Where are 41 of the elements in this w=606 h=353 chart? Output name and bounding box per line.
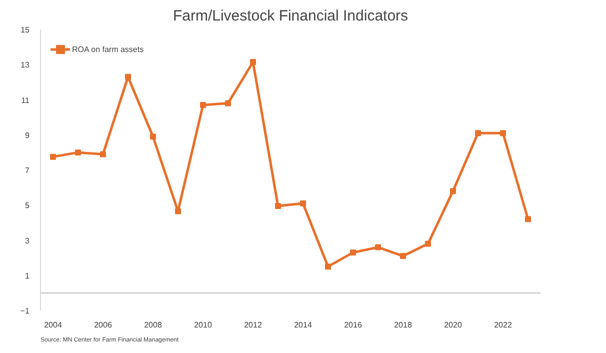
x-tick-label: 2012 [244, 320, 262, 330]
y-tick-label: 7 [25, 166, 30, 175]
y-tick-label: 13 [20, 60, 30, 70]
point [325, 264, 331, 270]
point [350, 250, 356, 256]
point [75, 149, 81, 156]
x-tick-label: 2004 [44, 320, 62, 330]
point [100, 151, 106, 158]
legend-label: ROA on farm assets [72, 44, 144, 54]
point [400, 253, 406, 260]
point [450, 188, 456, 194]
y-tick-label: 11 [21, 96, 30, 105]
point [500, 130, 506, 136]
point [175, 208, 181, 214]
x-tick-label: 2008 [144, 320, 162, 330]
point [200, 102, 206, 108]
point [525, 216, 531, 222]
point [225, 100, 231, 106]
x-tick-label: 2014 [294, 320, 312, 330]
y-tick-label: 3 [25, 236, 30, 246]
x-tick-label: 2006 [94, 320, 112, 330]
x-tick-label: 2016 [344, 320, 362, 330]
point [125, 74, 131, 80]
y-tick-label: 15 [20, 26, 30, 34]
point [300, 200, 306, 206]
x-tick-label: 2020 [444, 320, 462, 330]
y-tick-label: 9 [25, 130, 30, 140]
y-tick-label: −1 [20, 306, 30, 316]
y-tick-label: 1 [25, 271, 30, 280]
point [375, 244, 381, 250]
x-tick-label: 2010 [194, 320, 212, 330]
chart-title: Farm/Livestock Financial Indicators [172, 8, 408, 24]
point [275, 203, 281, 210]
x-tick-label: 2022 [494, 320, 512, 330]
point [425, 240, 431, 247]
point [150, 134, 156, 140]
point [50, 154, 56, 160]
x-tick-label: 2018 [394, 320, 412, 330]
point [475, 130, 481, 136]
y-tick-label: 5 [25, 201, 30, 210]
point [250, 58, 256, 65]
